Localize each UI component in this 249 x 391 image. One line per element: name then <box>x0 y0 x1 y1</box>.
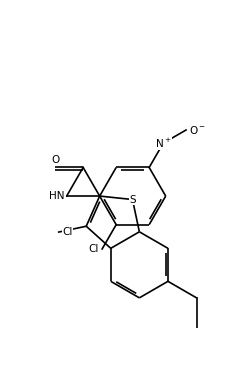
Text: HN: HN <box>50 191 65 201</box>
Text: S: S <box>129 195 136 204</box>
Text: O: O <box>51 155 59 165</box>
Text: Cl: Cl <box>88 244 99 254</box>
Text: N$^+$: N$^+$ <box>155 136 172 150</box>
Text: O$^-$: O$^-$ <box>189 124 206 136</box>
Text: Cl: Cl <box>62 227 72 237</box>
